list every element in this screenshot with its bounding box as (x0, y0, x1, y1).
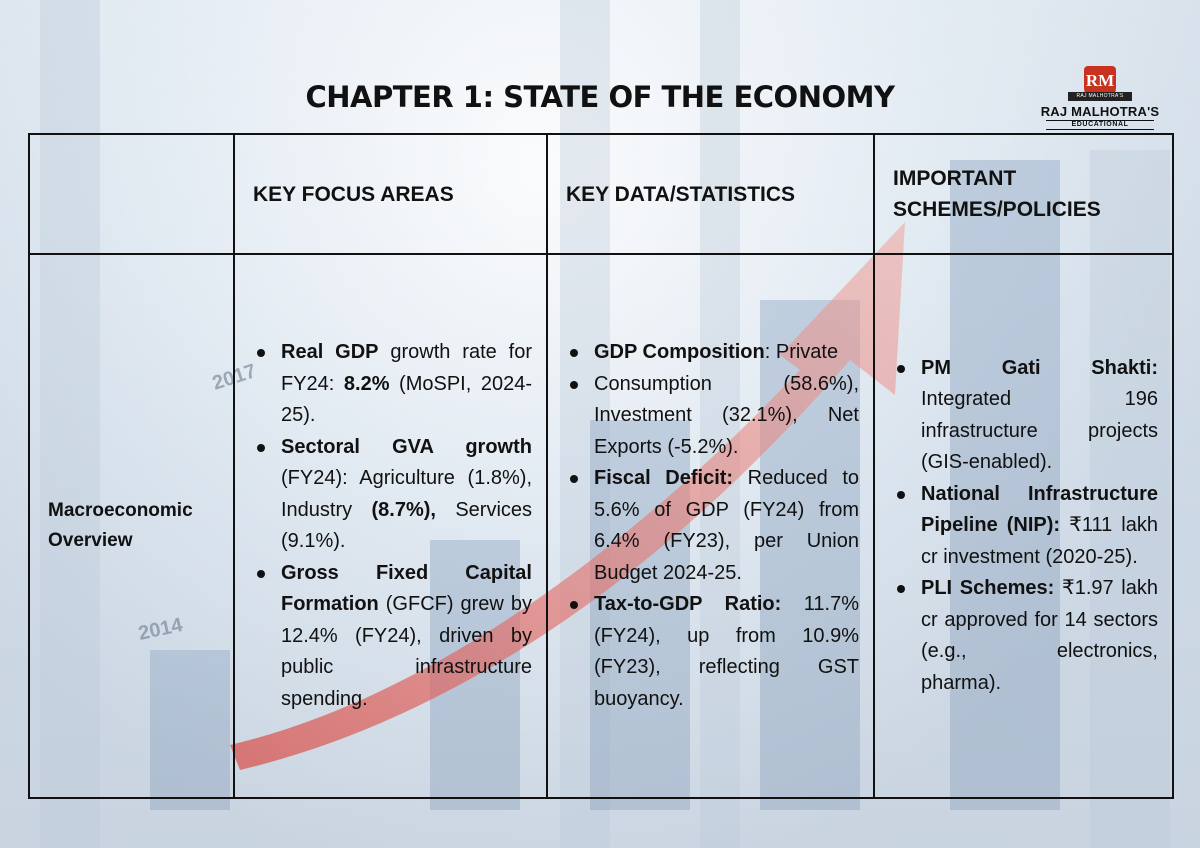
schemes-cell: PM Gati Shakti: Integrated 196 infrastru… (873, 253, 1174, 799)
page-title: CHAPTER 1: STATE OF THE ECONOMY (305, 80, 895, 114)
list-item: Gross Fixed Capital Formation (GFCF) gre… (257, 558, 532, 716)
header-schemes: IMPORTANT SCHEMES/POLICIES (873, 133, 1174, 255)
list-item: PLI Schemes: ₹1.97 lakh cr approved for … (897, 573, 1158, 699)
logo-subtitle: EDUCATIONAL (1046, 120, 1154, 130)
focus-cell: Real GDP growth rate for FY24: 8.2% (MoS… (233, 253, 548, 799)
list-item: National Infrastructure Pipeline (NIP): … (897, 479, 1158, 574)
list-item: GDP Composition: Private (570, 337, 859, 369)
table-row: Macroeconomic Overview Real GDP growth r… (28, 253, 1174, 799)
header-empty (28, 133, 235, 255)
header-row: KEY FOCUS AREAS KEY DATA/STATISTICS IMPO… (28, 133, 1174, 255)
data-list: GDP Composition: Private Consumption (58… (548, 337, 873, 715)
schemes-list: PM Gati Shakti: Integrated 196 infrastru… (875, 353, 1172, 700)
row-label: Macroeconomic Overview (48, 500, 193, 551)
header-key-data: KEY DATA/STATISTICS (546, 133, 875, 255)
list-item: Real GDP growth rate for FY24: 8.2% (MoS… (257, 337, 532, 432)
header-key-focus-areas: KEY FOCUS AREAS (233, 133, 548, 255)
list-item: Consumption (58.6%), Investment (32.1%),… (570, 369, 859, 464)
logo-ribbon: RAJ MALHOTRA'S (1068, 92, 1132, 101)
list-item: Fiscal Deficit: Reduced to 5.6% of GDP (… (570, 463, 859, 589)
brand-logo: RM RAJ MALHOTRA'S RAJ MALHOTRA'S EDUCATI… (1038, 66, 1162, 130)
logo-name: RAJ MALHOTRA'S (1040, 104, 1160, 119)
list-item: Tax-to-GDP Ratio: 11.7% (FY24), up from … (570, 589, 859, 715)
row-label-cell: Macroeconomic Overview (28, 253, 235, 799)
list-item: PM Gati Shakti: Integrated 196 infrastru… (897, 353, 1158, 479)
list-item: Sectoral GVA growth (FY24): Agriculture … (257, 432, 532, 558)
data-cell: GDP Composition: Private Consumption (58… (546, 253, 875, 799)
economy-table: KEY FOCUS AREAS KEY DATA/STATISTICS IMPO… (28, 133, 1174, 799)
focus-list: Real GDP growth rate for FY24: 8.2% (MoS… (235, 337, 546, 715)
